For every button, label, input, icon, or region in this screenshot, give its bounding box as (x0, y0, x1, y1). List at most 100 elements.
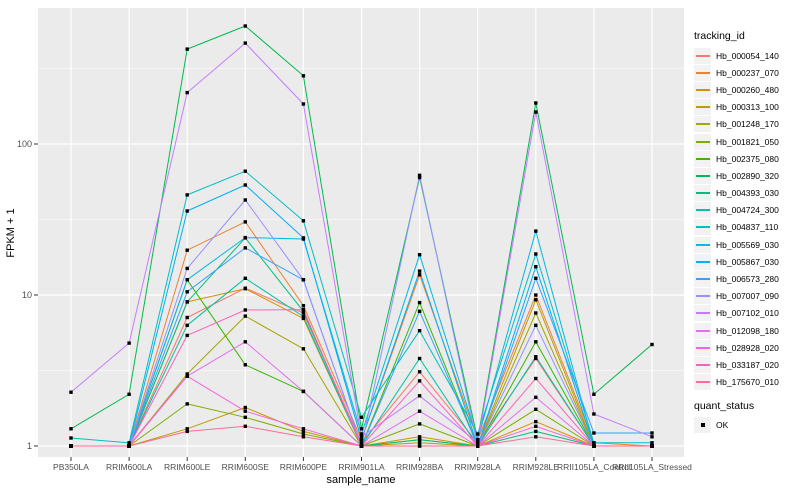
x-tick-label: RRII105LA_Control (557, 462, 631, 472)
x-tick-label: PB350LA (53, 462, 89, 472)
legend-item-Hb_028928_020: Hb_028928_020 (694, 339, 800, 356)
data-point (243, 169, 247, 173)
data-point (417, 409, 422, 413)
legend-item-Hb_004393_030: Hb_004393_030 (694, 185, 800, 202)
series-points-Hb_007102_010 (69, 41, 654, 445)
data-point-markers (69, 24, 654, 448)
x-tick-label: RRIM600SE (222, 462, 270, 472)
data-point (417, 394, 422, 398)
data-point (417, 441, 422, 445)
legend-item-label: Hb_005569_030 (716, 239, 779, 250)
legend: tracking_id Hb_000054_140 Hb_000237_070 Hb… (694, 30, 800, 434)
series-points-Hb_175670_010 (69, 424, 654, 448)
data-point (359, 441, 364, 445)
legend-item-label: Hb_002375_080 (716, 153, 779, 164)
y-tick-label: 100 (17, 139, 32, 149)
legend-key-box (694, 47, 711, 64)
data-point (243, 287, 247, 291)
x-tick-label: RRIM928BA (396, 462, 444, 472)
legend-key-line-icon (695, 106, 710, 109)
data-point (476, 432, 480, 436)
data-point (301, 102, 306, 106)
series-points-Hb_004837_110 (69, 169, 654, 445)
legend-item-label: Hb_002890_320 (716, 170, 779, 181)
legend-key-box (694, 116, 711, 133)
data-point (243, 41, 247, 45)
data-point (534, 110, 538, 114)
data-point (534, 293, 538, 297)
legend-key-line-icon (695, 226, 710, 229)
data-point (417, 173, 422, 177)
data-point (417, 269, 422, 273)
legend-item-Hb_007007_090: Hb_007007_090 (694, 288, 800, 305)
data-point (359, 427, 364, 431)
legend-item-Hb_006573_280: Hb_006573_280 (694, 270, 800, 288)
data-point (359, 444, 364, 448)
legend-item-label: Hb_004393_030 (716, 188, 779, 199)
data-point (417, 438, 422, 442)
legend-key-line-icon (695, 346, 710, 349)
data-point (592, 444, 596, 448)
legend-item-label: OK (716, 420, 729, 431)
data-point (650, 431, 654, 435)
data-point (650, 435, 654, 439)
data-point (359, 438, 364, 442)
data-point (243, 314, 247, 318)
data-point (185, 427, 189, 431)
legend-item-Hb_002890_320: Hb_002890_320 (694, 167, 800, 184)
data-point (243, 340, 247, 344)
legend-item-label: Hb_028928_020 (716, 342, 779, 353)
data-point (185, 278, 189, 282)
data-point (185, 248, 189, 252)
legend-key-line-icon (695, 209, 710, 212)
legend-item-label: Hb_001821_050 (716, 136, 779, 147)
data-point (417, 329, 422, 333)
legend-key-line-icon (695, 329, 710, 332)
y-tick-label: 10 (22, 290, 32, 300)
data-point (243, 405, 247, 410)
legend-key-box (694, 167, 711, 184)
data-point (185, 266, 189, 271)
legend-item-label: Hb_001248_170 (716, 119, 779, 130)
legend-title-tracking-id: tracking_id (694, 30, 745, 42)
data-point (417, 309, 422, 313)
data-point (534, 407, 538, 411)
data-point (534, 429, 538, 434)
data-point (534, 419, 538, 424)
legend-key-box (694, 64, 711, 81)
data-point (417, 370, 422, 374)
legend-key-line-icon (695, 88, 710, 91)
legend-item-label: Hb_004837_110 (716, 222, 779, 233)
legend-item-label: Hb_005867_030 (716, 256, 779, 267)
legend-key-box (694, 356, 711, 373)
data-point (301, 427, 306, 431)
legend-item-Hb_012098_180: Hb_012098_180 (694, 322, 800, 339)
legend-key-box (694, 99, 711, 116)
legend-item-Hb_001248_170: Hb_001248_170 (694, 116, 800, 133)
legend-key-box (694, 219, 711, 236)
data-point (592, 412, 596, 416)
x-axis-title: sample_name (326, 474, 395, 486)
data-point (592, 441, 596, 445)
data-point (417, 300, 422, 305)
x-tick-label: RRIM928LE (513, 462, 560, 472)
data-point (243, 424, 247, 428)
data-point (417, 356, 422, 361)
data-point (185, 402, 189, 406)
data-point (417, 444, 422, 448)
legend-key-line-icon (695, 192, 710, 195)
data-point (592, 431, 596, 435)
legend-item-label: Hb_000260_480 (716, 84, 779, 95)
data-point (69, 436, 73, 440)
data-point (301, 347, 306, 351)
data-point (534, 298, 538, 302)
legend-key-line-icon (695, 71, 710, 74)
data-point (417, 253, 422, 257)
data-point (301, 435, 306, 439)
legend-key-line-icon (695, 260, 710, 263)
data-point (476, 444, 480, 448)
data-point (185, 429, 189, 434)
legend-key-line-icon (695, 140, 710, 143)
data-point (359, 415, 364, 419)
